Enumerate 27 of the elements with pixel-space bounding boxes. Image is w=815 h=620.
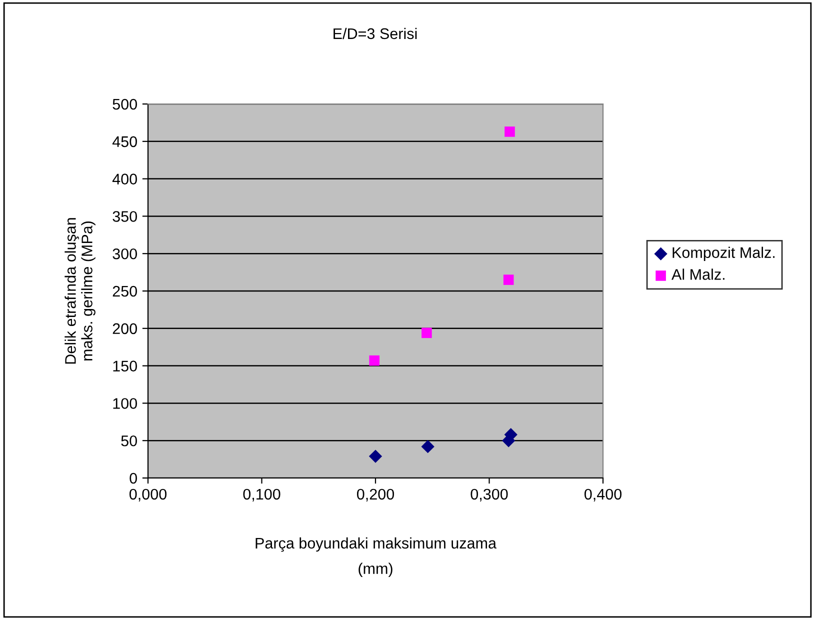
y-tick-label: 150 <box>113 360 137 372</box>
y-tick-label: 50 <box>121 435 137 446</box>
point <box>504 126 515 137</box>
point <box>503 274 514 285</box>
x-tick-label: 0,200 <box>356 488 394 502</box>
x-tick-label: 0,100 <box>243 488 280 502</box>
y-tick-label: 100 <box>113 398 137 409</box>
legend-label: Al Malz. <box>672 268 724 280</box>
x-axis-title: Parça boyundaki maksimum uzama (mm) <box>256 537 497 577</box>
chart-title: E/D=3 Serisi <box>334 28 417 40</box>
x-tick-label: 0,000 <box>129 488 167 502</box>
legend-label: Kompozit Malz. <box>672 246 775 261</box>
point <box>368 450 382 463</box>
y-tick-label: 200 <box>112 323 137 334</box>
y-tick-label: 300 <box>112 248 137 260</box>
x-tick-label: 0,300 <box>470 488 508 502</box>
y-tick-label: 350 <box>112 211 137 222</box>
point <box>369 355 380 366</box>
y-tick-label: 250 <box>112 286 137 297</box>
y-tick-label: 0 <box>130 472 137 484</box>
y-tick-label: 500 <box>112 98 137 110</box>
x-tick-label: 0,400 <box>584 488 622 502</box>
point <box>422 328 432 338</box>
y-tick-label: 400 <box>112 174 137 184</box>
y-axis-title: Delik etrafında oluşan maks. gerilme (MPa) <box>64 218 96 364</box>
point <box>421 440 434 454</box>
y-tick-label: 450 <box>112 136 137 148</box>
